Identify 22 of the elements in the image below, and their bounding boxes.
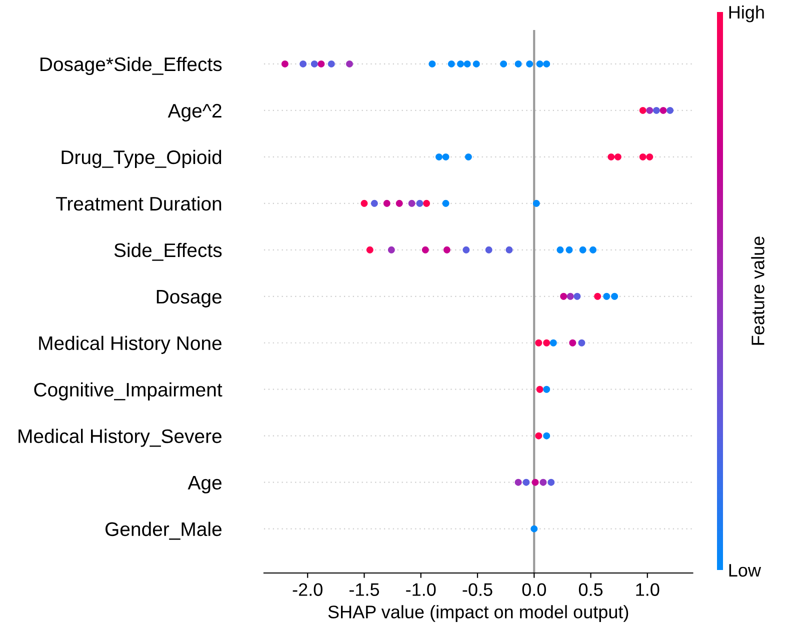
x-tick-label: -1.5 <box>349 583 380 596</box>
y-tick-label: Dosage <box>156 290 222 308</box>
x-axis-title: SHAP value (impact on model output) <box>328 605 628 622</box>
y-tick-label: Cognitive_Impairment <box>34 382 222 400</box>
x-tick-label: -0.5 <box>462 583 492 596</box>
x-tick-label: 1.0 <box>636 583 660 596</box>
y-tick-label: Drug_Type_Opioid <box>62 150 222 168</box>
color-bar-title: Feature value <box>751 236 764 345</box>
color-bar-label: High <box>729 5 764 22</box>
y-tick-label: Age <box>188 476 222 494</box>
x-tick-label: 0.5 <box>578 583 603 596</box>
y-tick-label: Treatment Duration <box>56 196 222 211</box>
color-bar-label: Low <box>729 564 762 577</box>
y-tick-label: Gender_Male <box>106 522 222 540</box>
x-tick-label: -2.0 <box>292 583 322 596</box>
y-tick-label: Dosage*Side_Effects <box>40 56 222 76</box>
y-tick-label: Medical History_Severe <box>18 428 222 447</box>
y-tick-label: Medical History None <box>39 336 222 354</box>
x-tick-label: -1.0 <box>406 583 436 596</box>
y-tick-label: Age^2 <box>168 104 222 122</box>
y-tick-label: Side_Effects <box>114 242 222 261</box>
x-tick-label: 0.0 <box>522 583 546 596</box>
